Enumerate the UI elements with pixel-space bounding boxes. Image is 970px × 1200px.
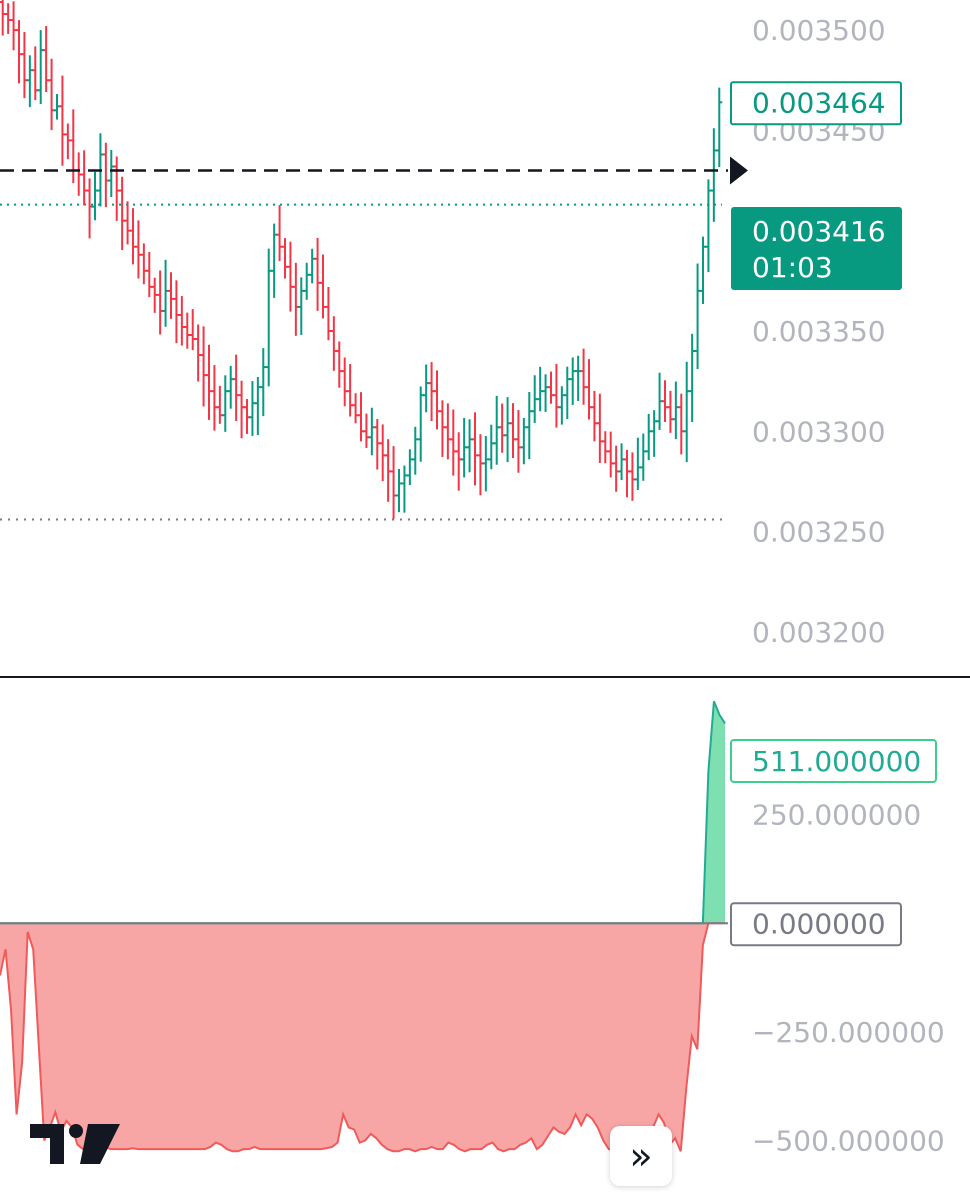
indicator-pane[interactable]: 250.000000 −250.000000 −500.000000 511.0000… (0, 700, 945, 1157)
indicator-last-value-label: 511.000000 (752, 745, 921, 778)
price-axis-tick: 0.003200 (752, 616, 886, 649)
indicator-axis-tick: 250.000000 (752, 799, 921, 832)
indicator-axis-tick: −250.000000 (752, 1016, 945, 1049)
indicator-zero-tag (730, 902, 902, 947)
indicator-zero-label: 0.000000 (752, 907, 886, 940)
high-price-label: 0.003464 (752, 86, 886, 119)
indicator-last-value-tag (730, 739, 937, 783)
negative-line (0, 922, 725, 1153)
line-arrow-marker (730, 156, 748, 185)
price-axis-tick: 0.003250 (752, 516, 886, 549)
scroll-to-realtime-button[interactable]: » (610, 1126, 672, 1186)
positive-area (0, 701, 725, 924)
current-price-label: 0.003416 (752, 215, 886, 248)
double-chevron-right-icon: » (629, 1134, 653, 1178)
positive-line (0, 700, 726, 925)
indicator-axis-tick: −500.000000 (752, 1124, 945, 1157)
tradingview-logo (30, 1124, 120, 1164)
price-pane[interactable]: 0.0035000.0034500.0033500.0033000.003250… (0, 0, 902, 649)
high-price-tag (730, 81, 902, 126)
negative-area (0, 923, 725, 1152)
price-axis-tick: 0.003300 (752, 415, 886, 448)
countdown-label: 01:03 (752, 251, 833, 284)
price-axis-tick: 0.003500 (752, 14, 886, 47)
current-price-badge (731, 207, 902, 290)
price-axis-tick: 0.003350 (752, 315, 886, 348)
